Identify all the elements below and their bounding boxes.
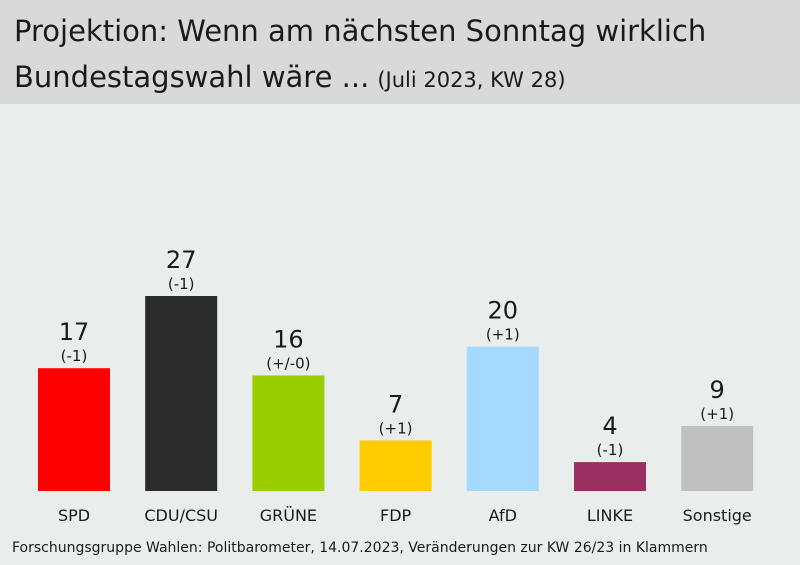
value-label-sonstige: 9 — [710, 376, 725, 404]
change-label-cdu-csu: (-1) — [168, 275, 195, 293]
value-label-spd: 17 — [59, 318, 90, 346]
title-banner: Projektion: Wenn am nächsten Sonntag wir… — [0, 0, 800, 104]
bar-cdu-csu — [145, 296, 218, 491]
chart-title-main: Bundestagswahl wäre ... — [14, 60, 370, 94]
category-label-afd: AfD — [489, 506, 517, 525]
chart-subtitle: (Juli 2023, KW 28) — [377, 68, 566, 92]
value-label-cdu-csu: 27 — [166, 246, 197, 274]
chart-title-line1: Projektion: Wenn am nächsten Sonntag wir… — [14, 14, 707, 48]
source-note: Forschungsgruppe Wahlen: Politbarometer,… — [12, 540, 708, 556]
bar-afd — [466, 346, 539, 491]
category-label-linke: LINKE — [587, 506, 633, 525]
change-label-afd: (+1) — [486, 326, 520, 344]
value-label-gr-ne: 16 — [273, 325, 304, 353]
category-label-fdp: FDP — [380, 506, 412, 525]
bar-gr-ne — [252, 375, 325, 491]
category-label-sonstige: Sonstige — [683, 506, 752, 525]
change-label-linke: (-1) — [597, 441, 624, 459]
change-label-spd: (-1) — [61, 347, 88, 365]
change-label-sonstige: (+1) — [700, 405, 734, 423]
value-label-linke: 4 — [602, 412, 617, 440]
category-label-spd: SPD — [58, 506, 90, 525]
value-label-afd: 20 — [488, 297, 519, 325]
bar-linke — [574, 462, 646, 491]
change-label-fdp: (+1) — [379, 419, 413, 437]
chart-title-line2: Bundestagswahl wäre ... (Juli 2023, KW 28… — [14, 60, 566, 94]
bar-spd — [38, 368, 110, 491]
bar-fdp — [359, 440, 432, 491]
bar-sonstige — [681, 426, 754, 491]
change-label-gr-ne: (+/-0) — [266, 354, 310, 372]
category-label-gr-ne: GRÜNE — [260, 506, 317, 525]
value-label-fdp: 7 — [388, 390, 403, 418]
category-label-cdu-csu: CDU/CSU — [144, 506, 218, 525]
